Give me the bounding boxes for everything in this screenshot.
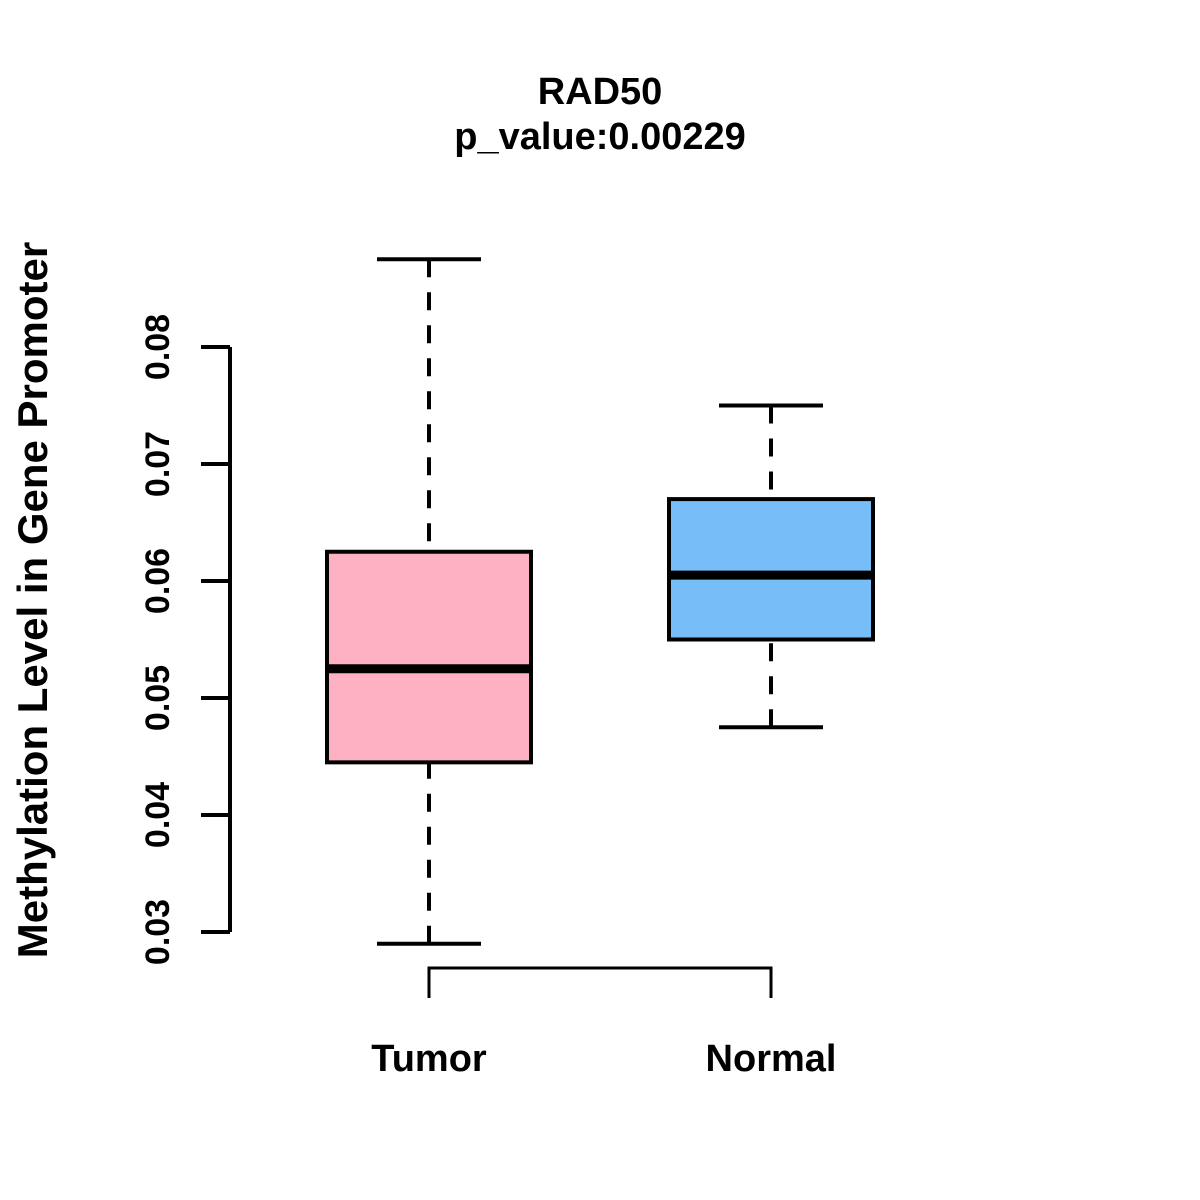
y-tick-label: 0.04 xyxy=(139,782,177,848)
chart-subtitle-pvalue: p_value:0.00229 xyxy=(454,116,746,158)
x-tick-label-normal: Normal xyxy=(705,1038,837,1080)
y-tick-label: 0.07 xyxy=(139,431,177,497)
chart-title: RAD50 xyxy=(537,71,663,113)
y-tick-label: 0.06 xyxy=(139,548,177,614)
chart-title-block: RAD50 p_value:0.00229 xyxy=(0,70,1200,160)
iqr-box xyxy=(325,549,533,765)
y-tick-label: 0.08 xyxy=(139,314,177,380)
boxplot-tumor xyxy=(325,257,533,946)
x-axis-bracket xyxy=(427,966,773,998)
y-tick-label: 0.05 xyxy=(139,665,177,731)
y-axis-label: Methylation Level in Gene Promoter xyxy=(9,241,56,959)
iqr-box xyxy=(667,497,875,642)
x-tick-label-tumor: Tumor xyxy=(371,1038,487,1080)
y-tick-label: 0.03 xyxy=(139,899,177,965)
boxplot-normal xyxy=(667,403,875,730)
